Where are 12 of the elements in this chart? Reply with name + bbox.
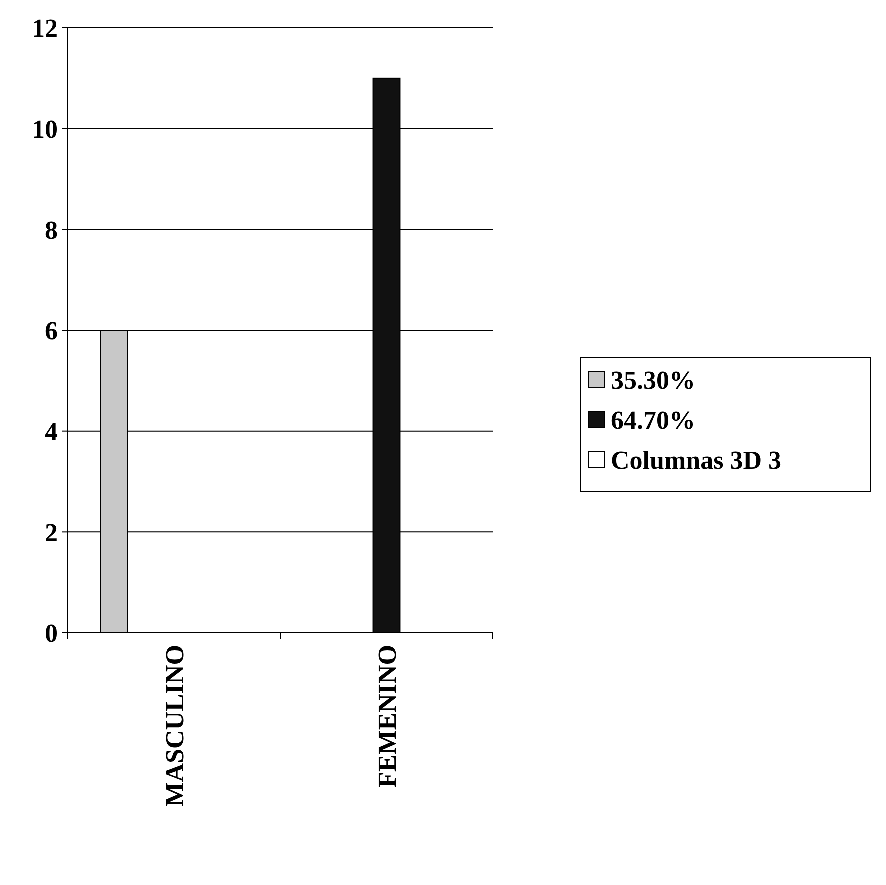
y-tick-label: 0 bbox=[45, 619, 58, 648]
y-tick-label: 2 bbox=[45, 518, 58, 548]
x-tick-label: FEMENINO bbox=[372, 645, 402, 788]
legend-label: 35.30% bbox=[611, 366, 696, 396]
legend-label: 64.70% bbox=[611, 406, 696, 436]
legend-label: Columnas 3D 3 bbox=[611, 446, 782, 476]
y-tick-label: 4 bbox=[45, 417, 58, 446]
x-tick-label: MASCULINO bbox=[160, 645, 190, 807]
y-tick-label: 12 bbox=[32, 14, 58, 44]
y-tick-label: 10 bbox=[32, 114, 58, 144]
y-tick-label: 6 bbox=[45, 316, 58, 346]
y-tick-label: 8 bbox=[45, 216, 58, 245]
